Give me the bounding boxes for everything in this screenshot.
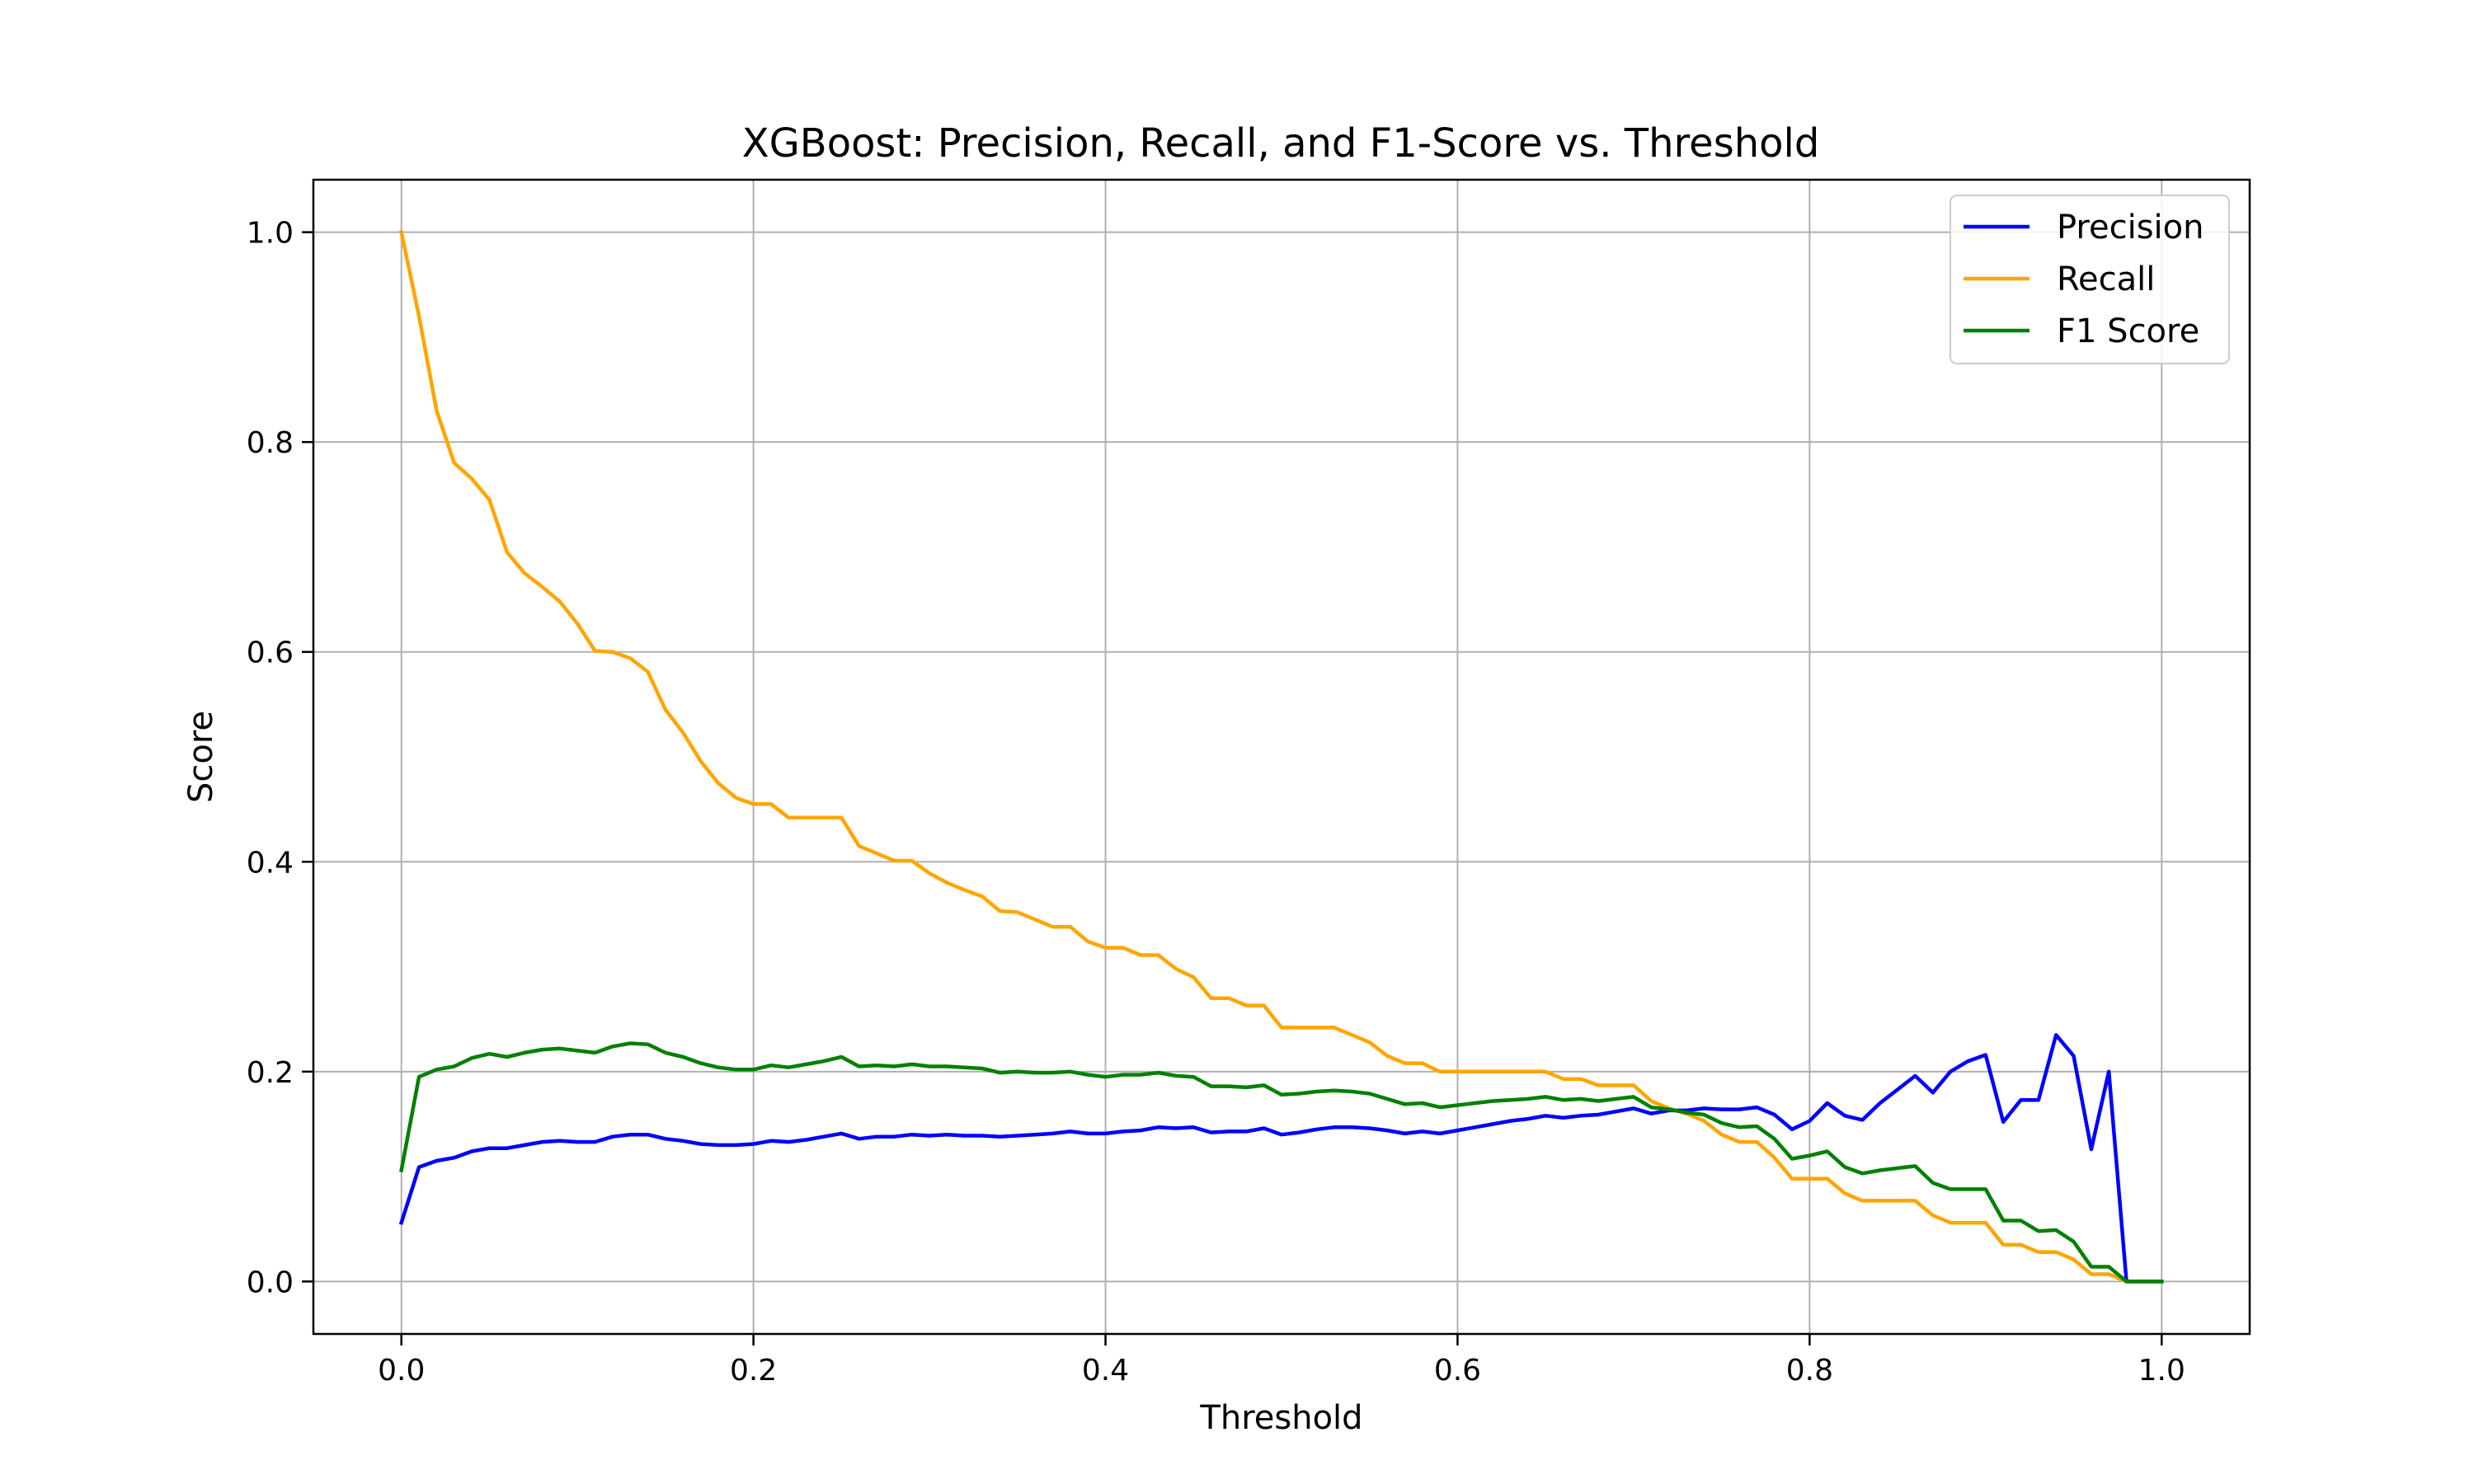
legend: Precision Recall F1 Score [1950,195,2230,364]
x-axis-label: Threshold [1199,1399,1362,1437]
x-tick-label: 0.6 [1434,1354,1481,1388]
x-tick-label: 0.2 [730,1354,777,1388]
y-axis-ticks: 0.0 0.2 0.4 0.6 0.8 1.0 [247,217,313,1299]
series-line-precision [398,1033,2164,1284]
x-tick-label: 0.0 [378,1354,425,1388]
legend-box [1950,195,2230,364]
y-axis-label: Score [182,711,220,803]
x-axis-ticks: 0.0 0.2 0.4 0.6 0.8 1.0 [378,1334,2185,1388]
series-lines [398,229,2164,1284]
plot-frame [312,178,2251,1336]
legend-label-precision: Precision [2057,209,2204,247]
y-tick-label: 0.4 [247,846,294,880]
y-tick-label: 1.0 [247,217,294,251]
chart-title: XGBoost: Precision, Recall, and F1-Score… [742,120,1820,167]
y-tick-label: 0.6 [247,636,294,670]
gridlines [313,180,2250,1334]
y-tick-label: 0.0 [247,1266,294,1299]
y-tick-label: 0.8 [247,426,294,460]
x-tick-label: 0.4 [1082,1354,1129,1388]
y-tick-label: 0.2 [247,1056,294,1090]
legend-label-f1-score: F1 Score [2057,312,2199,350]
x-tick-label: 1.0 [2138,1354,2185,1388]
series-line-f1-score [399,1041,2164,1284]
series-line-recall [399,229,2164,1284]
legend-label-recall: Recall [2057,261,2155,298]
x-tick-label: 0.8 [1786,1354,1833,1388]
